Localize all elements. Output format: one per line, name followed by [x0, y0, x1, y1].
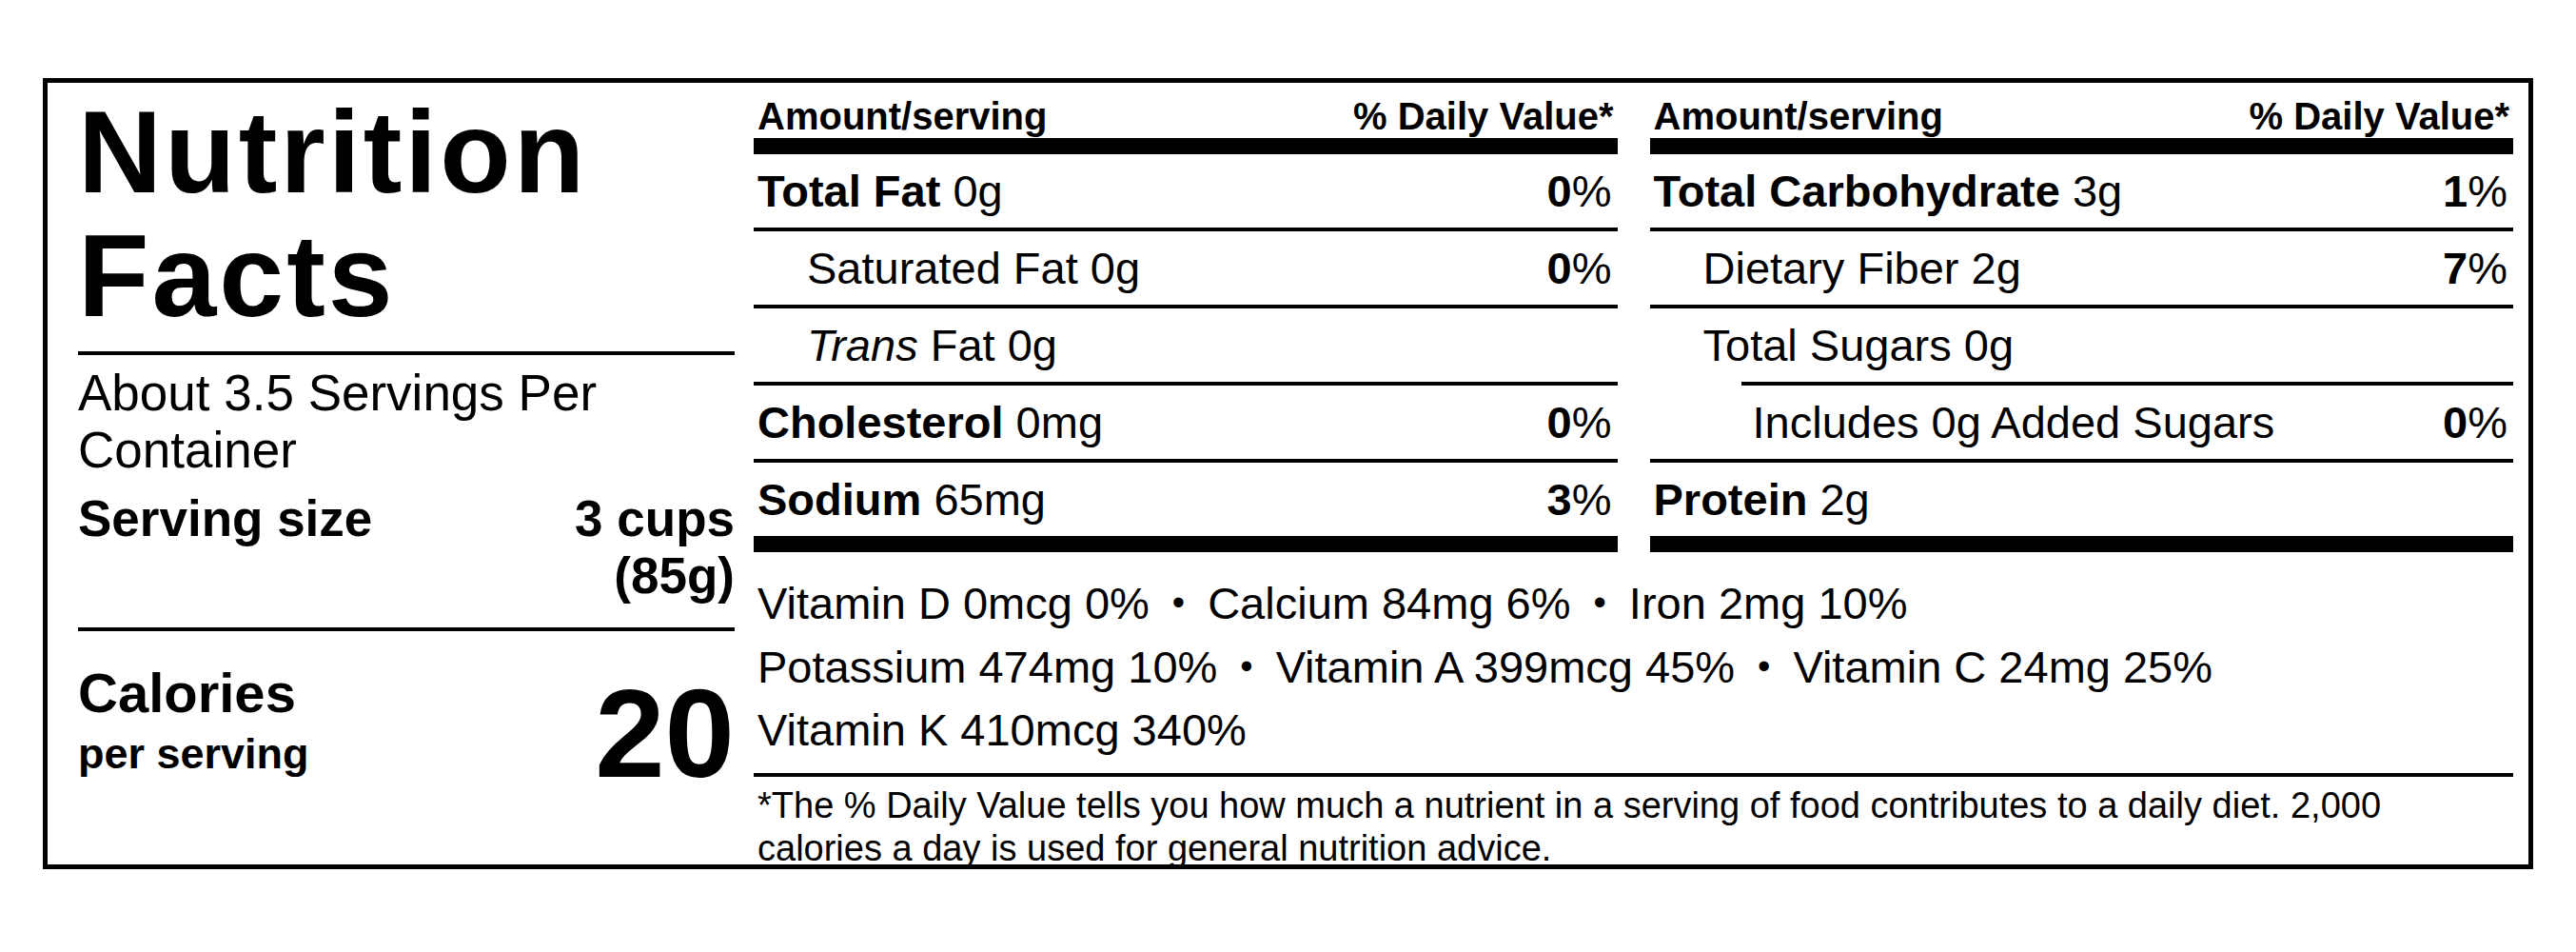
vitamins-section: Vitamin D 0mcg 0% • Calcium 84mg 6% • Iron 2…	[754, 552, 2513, 762]
calories-row: Calories per serving 20	[78, 664, 735, 778]
footnote: *The % Daily Value tells you how much a …	[754, 777, 2513, 869]
nutrient-row: Dietary Fiber 2g 7%	[1650, 231, 2514, 305]
nutrient-daily-value: 1%	[2431, 165, 2507, 217]
vitamin-line: Vitamin K 410mcg 340%	[757, 699, 2509, 762]
nutrient-name: Dietary Fiber 2g	[1654, 242, 2021, 294]
calories-label: Calories	[78, 664, 309, 723]
nutrient-row: Saturated Fat 0g 0%	[754, 231, 1618, 305]
vitamin-item: Vitamin K 410mcg 340%	[757, 704, 1247, 755]
serving-size-label: Serving size	[78, 490, 372, 605]
nutrient-row: Includes 0g Added Sugars 0%	[1650, 386, 2514, 459]
bullet-separator: •	[1172, 571, 1185, 634]
bullet-separator: •	[1240, 635, 1252, 698]
nutrient-daily-value: 0%	[2431, 396, 2507, 448]
nutrient-name: Total Sugars 0g	[1654, 319, 2015, 371]
page: { "label": { "background_color": "#fffff…	[0, 0, 2576, 952]
nutrient-row: Trans Fat 0g	[754, 308, 1618, 382]
footnote-line-1: *The % Daily Value tells you how much a …	[757, 784, 2509, 827]
vitamin-item: Vitamin C 24mg 25%	[1793, 642, 2212, 692]
nutrient-row: Total Carbohydrate 3g 1%	[1650, 154, 2514, 228]
daily-value-header: % Daily Value*	[2250, 94, 2509, 138]
nutrient-row: Protein 2g	[1650, 463, 2514, 536]
thick-bar	[1650, 536, 2514, 552]
thick-bar	[754, 138, 1618, 154]
title-line-2: Facts	[78, 214, 735, 338]
serving-size-weight: (85g)	[575, 547, 735, 605]
nutrient-table-left: Amount/serving % Daily Value* Total Fat …	[754, 94, 1618, 552]
nutrient-name: Total Fat 0g	[757, 165, 1003, 217]
nutrient-row: Sodium 65mg 3%	[754, 463, 1618, 536]
footnote-line-2: calories a day is used for general nutri…	[757, 827, 2509, 869]
serving-size-row: Serving size 3 cups (85g)	[78, 490, 735, 605]
divider	[78, 627, 735, 631]
nutrient-rows: Total Carbohydrate 3g 1% Dietary Fiber 2g 7…	[1650, 154, 2514, 552]
bullet-separator: •	[1758, 635, 1770, 698]
vitamin-line: Potassium 474mg 10% • Vitamin A 399mcg 45%…	[757, 635, 2509, 699]
nutrient-name: Sodium 65mg	[757, 473, 1046, 526]
nutrient-row: Total Fat 0g 0%	[754, 154, 1618, 228]
vitamin-line: Vitamin D 0mcg 0% • Calcium 84mg 6% • Iron 2…	[757, 571, 2509, 635]
nutrient-daily-value: 7%	[2431, 242, 2507, 294]
divider	[78, 351, 735, 355]
title-line-1: Nutrition	[78, 90, 735, 214]
serving-size-amount: 3 cups	[575, 490, 735, 547]
calories-labels: Calories per serving	[78, 664, 309, 778]
nutrient-name: Includes 0g Added Sugars	[1654, 396, 2275, 448]
servings-per-container: About 3.5 Servings Per Container	[78, 365, 735, 479]
nutrient-row: Total Sugars 0g	[1650, 308, 2514, 382]
nutrient-daily-value: 0%	[1536, 165, 1612, 217]
nutrient-name: Protein 2g	[1654, 473, 1870, 526]
thick-bar	[754, 536, 1618, 552]
thick-bar	[1650, 138, 2514, 154]
amount-serving-header: Amount/serving	[1654, 94, 1943, 138]
nutrient-daily-value: 0%	[1536, 396, 1612, 448]
table-header: Amount/serving % Daily Value*	[1650, 94, 2514, 138]
vitamin-item: Vitamin D 0mcg 0%	[757, 578, 1150, 628]
calories-value: 20	[595, 686, 735, 782]
nutrient-name: Saturated Fat 0g	[757, 242, 1140, 294]
nutrient-rows: Total Fat 0g 0% Saturated Fat 0g 0% Trans Fa…	[754, 154, 1618, 552]
serving-size-value: 3 cups (85g)	[575, 490, 735, 605]
nutrient-daily-value: 3%	[1536, 473, 1612, 526]
bullet-separator: •	[1594, 571, 1606, 634]
vitamin-item: Calcium 84mg 6%	[1208, 578, 1570, 628]
nutrient-name: Total Carbohydrate 3g	[1654, 165, 2123, 217]
vitamin-item: Vitamin A 399mcg 45%	[1276, 642, 1735, 692]
nutrition-facts-label: Nutrition Facts About 3.5 Servings Per C…	[43, 78, 2533, 869]
nutrient-name: Cholesterol 0mg	[757, 396, 1103, 448]
nutrient-name: Trans Fat 0g	[757, 319, 1057, 371]
nutrient-tables: Amount/serving % Daily Value* Total Fat …	[754, 94, 2513, 552]
table-header: Amount/serving % Daily Value*	[754, 94, 1618, 138]
nutrient-table-right: Amount/serving % Daily Value* Total Carb…	[1650, 94, 2514, 552]
vitamin-item: Potassium 474mg 10%	[757, 642, 1217, 692]
amount-serving-header: Amount/serving	[757, 94, 1047, 138]
daily-value-header: % Daily Value*	[1353, 94, 1613, 138]
nutrient-daily-value: 0%	[1536, 242, 1612, 294]
nutrient-row: Cholesterol 0mg 0%	[754, 386, 1618, 459]
label-left-column: Nutrition Facts About 3.5 Servings Per C…	[48, 83, 754, 864]
label-right-section: Amount/serving % Daily Value* Total Fat …	[754, 83, 2528, 864]
calories-sublabel: per serving	[78, 730, 309, 778]
vitamin-item: Iron 2mg 10%	[1629, 578, 1908, 628]
